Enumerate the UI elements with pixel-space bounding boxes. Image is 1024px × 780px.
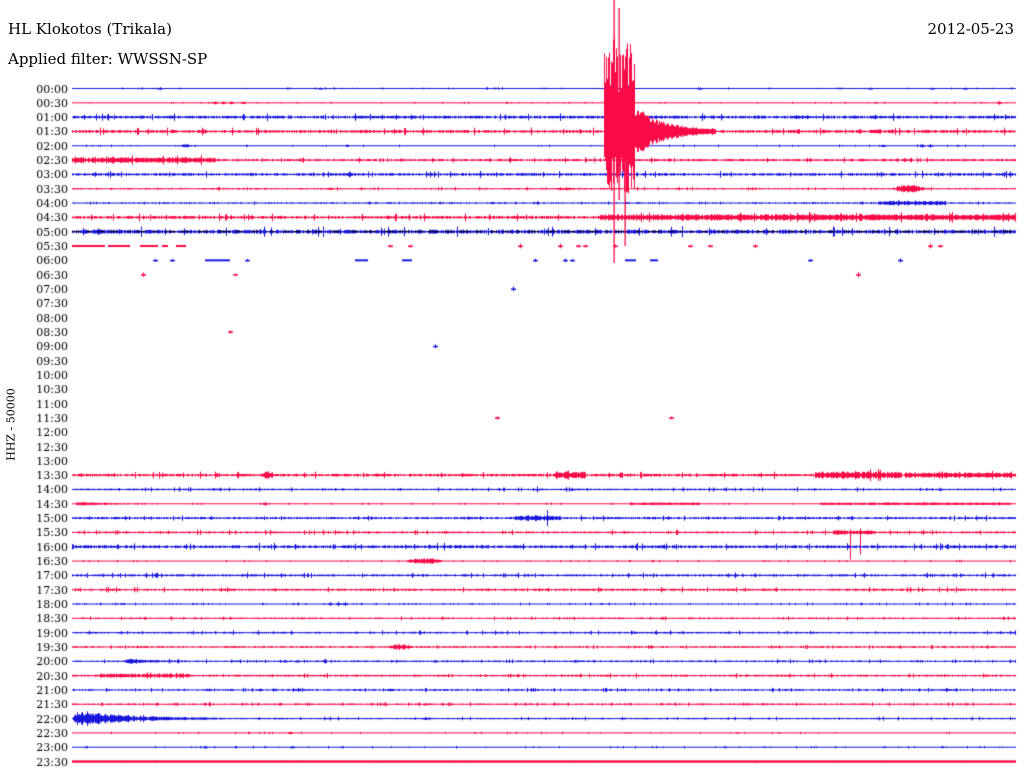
date-label: 2012-05-23: [927, 20, 1014, 38]
station-title: HL Klokotos (Trikala): [8, 20, 172, 38]
applied-filter-label: Applied filter: WWSSN-SP: [8, 50, 208, 68]
y-axis-label: HHZ - 50000: [4, 388, 18, 461]
